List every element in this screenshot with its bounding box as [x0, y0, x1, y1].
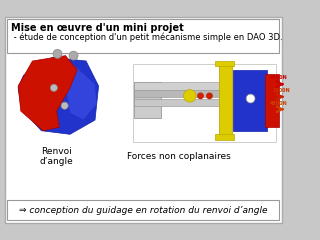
Bar	[219, 63, 232, 138]
Circle shape	[198, 93, 203, 99]
Bar	[7, 19, 279, 53]
Circle shape	[69, 51, 78, 60]
Bar	[215, 61, 235, 66]
Text: 4500N: 4500N	[270, 75, 288, 80]
Circle shape	[184, 90, 196, 102]
Bar	[7, 200, 279, 220]
Text: 4500N: 4500N	[270, 101, 288, 106]
Bar	[265, 73, 279, 127]
Circle shape	[207, 93, 212, 99]
Text: ⇒ conception du guidage en rotation du renvoi d’angle: ⇒ conception du guidage en rotation du r…	[19, 206, 268, 215]
Text: Forces non coplanaires: Forces non coplanaires	[127, 152, 231, 161]
Polygon shape	[18, 56, 77, 131]
Text: Renvoi
d’angle: Renvoi d’angle	[40, 147, 74, 166]
Polygon shape	[66, 61, 97, 120]
Circle shape	[246, 94, 255, 103]
Circle shape	[61, 102, 68, 109]
Text: 1000N: 1000N	[273, 88, 291, 93]
Circle shape	[53, 49, 62, 58]
Bar	[134, 90, 224, 97]
Polygon shape	[18, 57, 99, 134]
Bar	[134, 83, 224, 90]
Bar	[134, 99, 224, 106]
Bar	[132, 64, 276, 142]
Bar	[215, 134, 235, 140]
Text: Mise en œuvre d'un mini projet: Mise en œuvre d'un mini projet	[11, 24, 184, 33]
Bar	[233, 70, 267, 131]
Text: - étude de conception d'un petit mécanisme simple en DAO 3D.: - étude de conception d'un petit mécanis…	[11, 32, 283, 42]
Bar	[134, 83, 161, 118]
Circle shape	[50, 84, 58, 91]
